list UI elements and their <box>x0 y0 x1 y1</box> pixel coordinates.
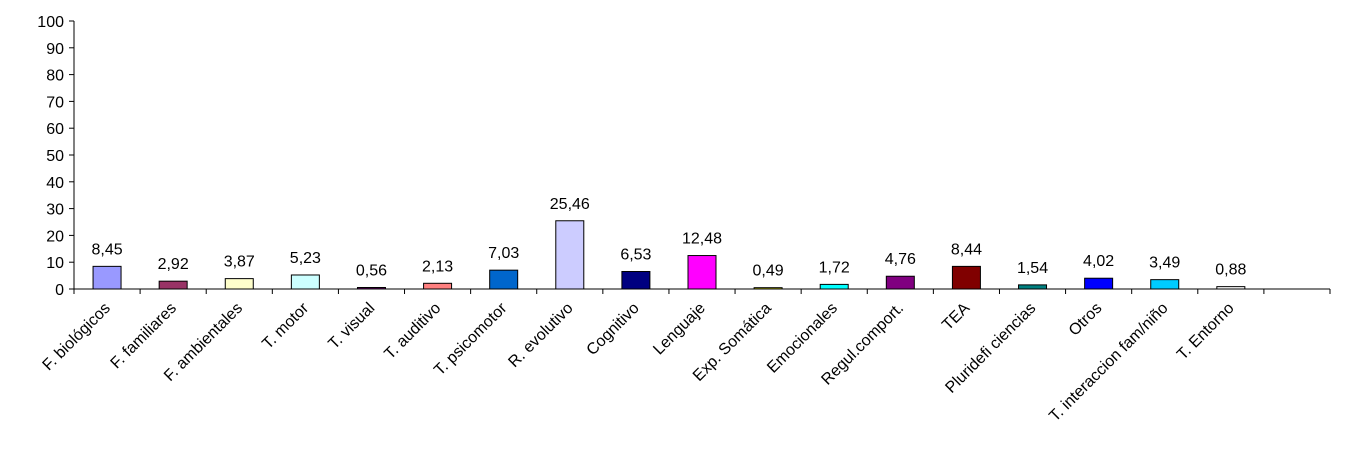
y-tick-label: 0 <box>55 282 64 299</box>
data-label: 1,72 <box>819 259 850 276</box>
category-label: T. Entorno <box>1174 300 1238 364</box>
axes <box>73 21 1330 290</box>
bar <box>423 282 453 290</box>
category-label: T. interaccion fam/niño <box>1046 300 1171 425</box>
y-tick-label: 60 <box>46 121 64 138</box>
data-label: 7,03 <box>488 245 519 262</box>
category-label: Lenguaje <box>650 300 709 359</box>
category-label: F. familiares <box>108 300 180 372</box>
bar <box>92 265 122 290</box>
y-tick-label: 80 <box>46 68 64 85</box>
y-tick-label: 10 <box>46 255 64 272</box>
data-label: 2,13 <box>422 258 453 275</box>
data-label: 12,48 <box>682 231 722 248</box>
y-tick-label: 90 <box>46 41 64 58</box>
bar <box>621 270 651 290</box>
bar <box>687 255 717 290</box>
bars <box>92 220 1246 290</box>
data-label: 0,88 <box>1215 262 1246 279</box>
data-label: 1,54 <box>1017 260 1048 277</box>
category-label: TEA <box>939 300 973 334</box>
y-tick-label: 100 <box>37 14 64 31</box>
y-tick-label: 30 <box>46 202 64 219</box>
bar <box>158 280 188 290</box>
category-label: T. auditivo <box>381 300 444 363</box>
bar <box>1018 284 1048 290</box>
data-label: 4,76 <box>885 251 916 268</box>
data-label: 3,87 <box>224 254 255 271</box>
category-label: Otros <box>1066 300 1106 340</box>
bar <box>1084 277 1114 290</box>
category-label: Cognitivo <box>584 300 643 359</box>
y-axis-ticks: 0 10 20 30 40 50 60 70 80 90 100 <box>37 14 74 299</box>
category-label: T. visual <box>325 300 378 353</box>
y-tick-label: 50 <box>46 148 64 165</box>
bar <box>290 274 320 290</box>
bar <box>489 269 519 290</box>
data-label: 0,56 <box>356 262 387 279</box>
bar <box>224 278 254 290</box>
data-label: 8,44 <box>951 241 982 258</box>
y-tick-label: 40 <box>46 175 64 192</box>
category-label: T. motor <box>259 299 312 352</box>
data-label: 25,46 <box>550 196 590 213</box>
data-label: 0,49 <box>753 263 784 280</box>
data-label: 2,92 <box>158 256 189 273</box>
data-label: 4,02 <box>1083 253 1114 270</box>
bar <box>819 283 849 290</box>
bar <box>885 275 915 290</box>
y-tick-label: 70 <box>46 94 64 111</box>
bar <box>951 265 981 290</box>
data-label: 3,49 <box>1149 255 1180 272</box>
bar <box>555 220 585 290</box>
category-label: F. biológicos <box>40 300 114 374</box>
y-tick-label: 20 <box>46 228 64 245</box>
data-label: 6,53 <box>620 246 651 263</box>
data-label: 5,23 <box>290 250 321 267</box>
category-label: R. evolutivo <box>505 300 576 371</box>
data-labels: 8,45 2,92 3,87 5,23 0,56 2,13 7,03 25,46 6,53 12,… <box>91 196 1246 280</box>
bar <box>1150 279 1180 290</box>
data-label: 8,45 <box>91 241 122 258</box>
